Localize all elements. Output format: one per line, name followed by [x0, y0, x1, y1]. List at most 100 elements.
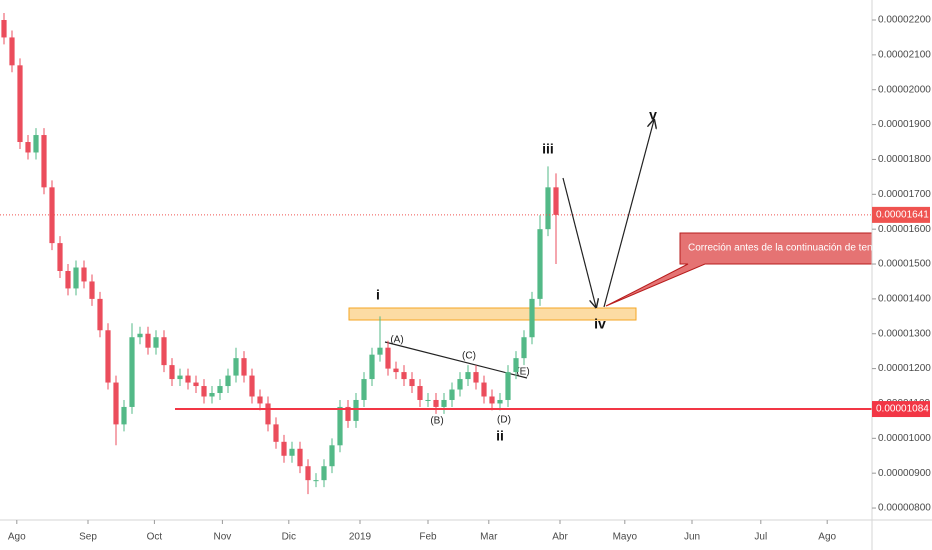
candle-body	[329, 445, 335, 467]
wave-label: (B)	[430, 416, 443, 427]
x-tick-label: Oct	[147, 532, 163, 543]
candle-body	[41, 135, 47, 188]
candle-body	[473, 372, 479, 383]
wave-label: (C)	[462, 351, 476, 362]
wave-label: ii	[496, 428, 504, 444]
candle-body	[185, 375, 191, 383]
x-tick-label: Mar	[480, 532, 498, 543]
candle-body	[385, 347, 391, 369]
candle-body	[505, 372, 511, 400]
y-tick-label: 0.00001200	[878, 363, 931, 374]
y-tick-label: 0.00001800	[878, 154, 931, 165]
candle-body	[9, 37, 15, 66]
y-tick-label: 0.00002000	[878, 84, 931, 95]
candle-body	[209, 393, 215, 397]
candle-body	[81, 267, 87, 282]
arrow	[603, 120, 654, 308]
candle-body	[225, 375, 231, 387]
candle-body	[137, 333, 143, 338]
candle-body	[417, 386, 423, 400]
y-tick-label: 0.00000900	[878, 468, 931, 479]
y-tick-label: 0.00002100	[878, 50, 931, 61]
candle-body	[129, 337, 135, 407]
y-tick-label: 0.00001700	[878, 189, 931, 200]
candle-body	[17, 65, 23, 143]
candle-body	[169, 365, 175, 380]
y-tick-label: 0.00001000	[878, 433, 931, 444]
candle-body	[281, 441, 287, 456]
plot-area: Correción antes de la continuación de te…	[0, 13, 872, 495]
candle-body	[161, 337, 167, 366]
candle-body	[249, 375, 255, 397]
x-tick-label: Feb	[419, 532, 437, 543]
candle-body	[529, 298, 535, 338]
candle-body	[465, 372, 471, 380]
candle-body	[345, 406, 351, 421]
candle-body	[537, 229, 543, 299]
candle-body	[449, 389, 455, 400]
candle-body	[89, 281, 95, 299]
wave-label: v	[649, 107, 657, 123]
candle-body	[113, 382, 119, 425]
candle-body	[265, 403, 271, 425]
candle-body	[97, 298, 103, 331]
candle-body	[65, 270, 71, 289]
candle-body	[145, 333, 151, 348]
arrow	[562, 177, 596, 307]
candle-body	[321, 466, 327, 481]
candle-body	[457, 379, 463, 390]
candle-body	[193, 382, 199, 387]
wave-label: iv	[594, 316, 606, 332]
candle-body	[409, 379, 415, 387]
candle-body	[521, 337, 527, 359]
callout	[605, 232, 872, 307]
candle-body	[337, 406, 343, 446]
x-tick-label: Mayo	[613, 532, 638, 543]
x-tick-label: Nov	[214, 532, 232, 543]
trend-line	[384, 341, 528, 379]
candle-body	[481, 382, 487, 397]
candle-body	[441, 399, 447, 407]
zone	[348, 307, 637, 321]
y-tick-label: 0.00001300	[878, 328, 931, 339]
candle-body	[233, 358, 239, 376]
wave-label: (D)	[497, 415, 511, 426]
wave-label: iii	[542, 141, 554, 157]
wave-label: (E)	[516, 367, 529, 378]
y-tick-label: 0.00001500	[878, 259, 931, 270]
candle-body	[241, 358, 247, 376]
candle-body	[489, 396, 495, 404]
wave-label: (A)	[390, 335, 403, 346]
candle-body	[545, 187, 551, 230]
candle-body	[425, 399, 431, 401]
candle-body	[49, 187, 55, 244]
candle-body	[369, 354, 375, 380]
candle-body	[201, 386, 207, 397]
x-tick-label: Jun	[684, 532, 700, 543]
y-tick-label: 0.00001600	[878, 224, 931, 235]
candle-body	[433, 399, 439, 407]
x-tick-label: Dic	[282, 532, 296, 543]
candle-body	[25, 142, 31, 153]
x-tick-label: Ago	[818, 532, 836, 543]
candle-body	[313, 480, 319, 482]
candle-body	[217, 386, 223, 394]
candle-body	[353, 399, 359, 421]
candle-body	[121, 406, 127, 425]
candle-body	[401, 372, 407, 380]
price-label-box	[872, 401, 930, 418]
candle-body	[393, 368, 399, 373]
candle-body	[361, 379, 367, 400]
candle-body	[273, 424, 279, 442]
wave-label: i	[376, 287, 380, 303]
candle-body	[105, 330, 111, 383]
candle-body	[297, 448, 303, 467]
candle-body	[177, 375, 183, 380]
candle-body	[33, 135, 39, 153]
y-tick-label: 0.00001900	[878, 119, 931, 130]
candle-body	[57, 243, 63, 271]
y-tick-label: 0.00000800	[878, 503, 931, 514]
